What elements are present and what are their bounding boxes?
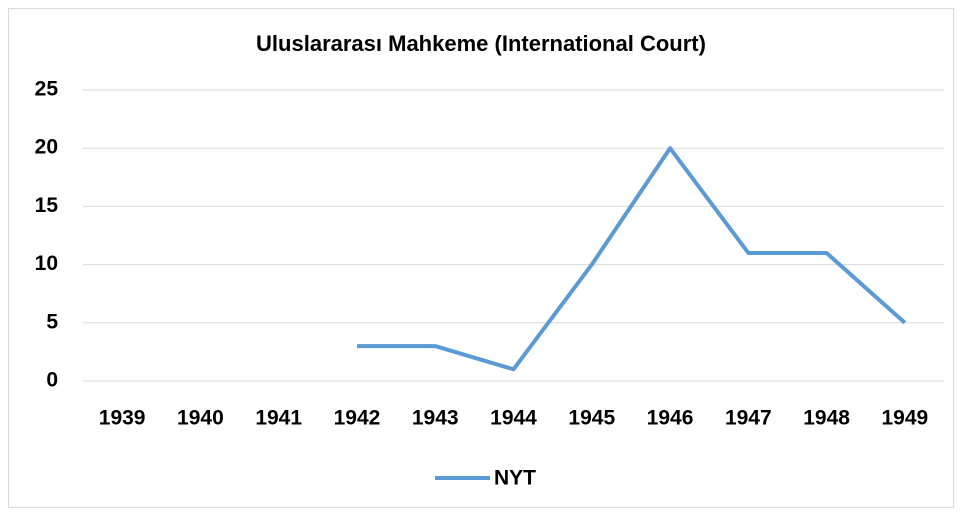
chart-title: Uluslararası Mahkeme (International Cour… (256, 31, 706, 56)
y-tick-label: 10 (35, 252, 58, 275)
y-tick-label: 5 (46, 310, 58, 333)
legend-label: NYT (494, 467, 536, 490)
x-tick-label: 1941 (255, 407, 302, 430)
y-tick-label: 20 (35, 136, 58, 159)
x-tick-label: 1940 (177, 407, 224, 430)
x-tick-label: 1939 (99, 407, 146, 430)
chart-frame (8, 8, 954, 508)
y-tick-label: 25 (35, 78, 59, 101)
x-tick-label: 1947 (725, 407, 772, 430)
x-tick-label: 1948 (803, 407, 850, 430)
x-tick-label: 1943 (412, 407, 459, 430)
x-tick-label: 1949 (882, 407, 929, 430)
x-tick-label: 1942 (334, 407, 381, 430)
x-tick-label: 1946 (647, 407, 694, 430)
data-line (356, 146, 907, 372)
x-tick-label: 1945 (568, 407, 615, 430)
y-tick-label: 15 (35, 194, 59, 217)
y-tick-label: 0 (46, 369, 58, 392)
x-tick-label: 1944 (490, 407, 537, 430)
